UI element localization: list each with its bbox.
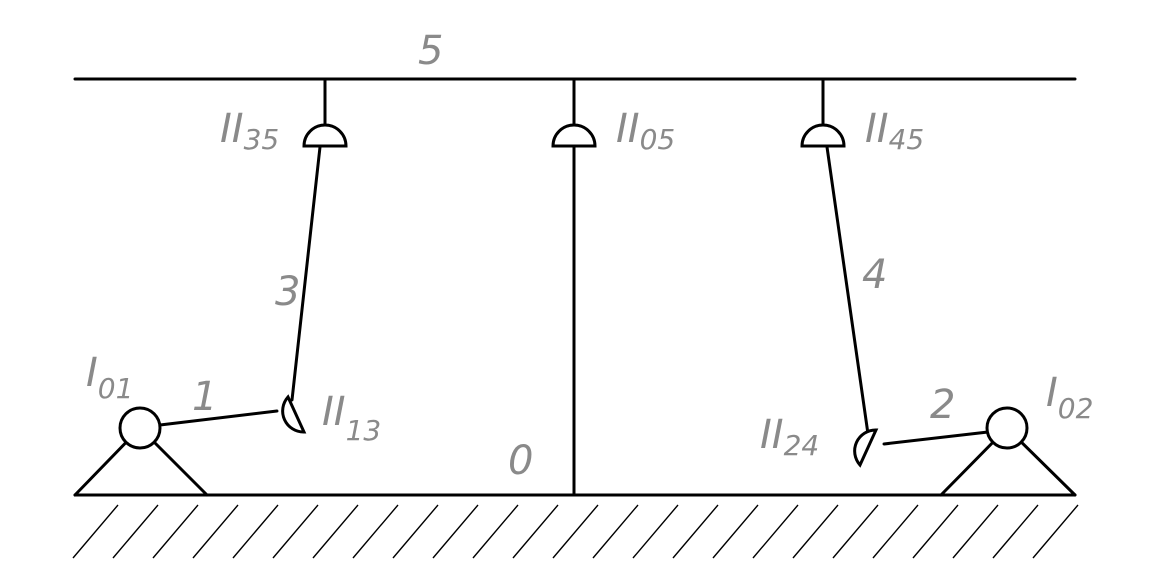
hatch-line — [872, 504, 919, 559]
link-4-bar — [825, 145, 870, 436]
half-pair-45-icon — [800, 123, 846, 148]
label-pair-45: II45 — [865, 106, 924, 156]
label-link-4: 4 — [862, 252, 887, 298]
label-link-1: 1 — [192, 374, 217, 420]
label-link-2: 2 — [930, 382, 955, 428]
hatch-line — [312, 504, 359, 559]
hatch-line — [72, 504, 119, 559]
hatch-line — [352, 504, 399, 559]
link-2-bar — [882, 430, 990, 446]
hatch-line — [952, 504, 999, 559]
label-pair-13: II13 — [322, 389, 381, 447]
hatch-line — [912, 504, 959, 559]
hatch-line — [512, 504, 559, 559]
label-link-3: 3 — [275, 269, 300, 315]
hatch-line — [672, 504, 719, 559]
hatch-line — [592, 504, 639, 559]
hatch-line — [272, 504, 319, 559]
label-ground: 0 — [508, 438, 533, 484]
link-3-bar — [290, 145, 322, 402]
label-pair-05: II05 — [616, 106, 675, 156]
ground-hatching — [72, 504, 1079, 559]
hatch-line — [712, 504, 759, 559]
hatch-line — [472, 504, 519, 559]
ground-base — [72, 493, 1079, 559]
hatch-line — [192, 504, 239, 559]
hatch-line — [992, 504, 1039, 559]
pin-01-icon — [118, 406, 162, 450]
label-pair-01: I01 — [86, 350, 133, 405]
hatch-line — [152, 504, 199, 559]
hatch-line — [112, 504, 159, 559]
label-link-5: 5 — [418, 28, 443, 74]
hatch-line — [632, 504, 679, 559]
link-1-bar — [158, 409, 279, 427]
pin-02-icon — [985, 406, 1029, 450]
hatch-line — [432, 504, 479, 559]
half-pair-24-icon — [853, 428, 879, 468]
half-pair-05-icon — [551, 123, 597, 148]
hatch-line — [552, 504, 599, 559]
hatch-line — [392, 504, 439, 559]
label-pair-02: I02 — [1046, 370, 1093, 425]
label-pair-24: II24 — [760, 412, 819, 462]
hatch-line — [792, 504, 839, 559]
hatch-line — [832, 504, 879, 559]
hatch-line — [752, 504, 799, 559]
half-pair-13-icon — [281, 394, 307, 434]
hatch-line — [232, 504, 279, 559]
label-pair-35: II35 — [220, 106, 279, 156]
hatch-line — [1032, 504, 1079, 559]
half-pair-35-icon — [302, 123, 348, 148]
